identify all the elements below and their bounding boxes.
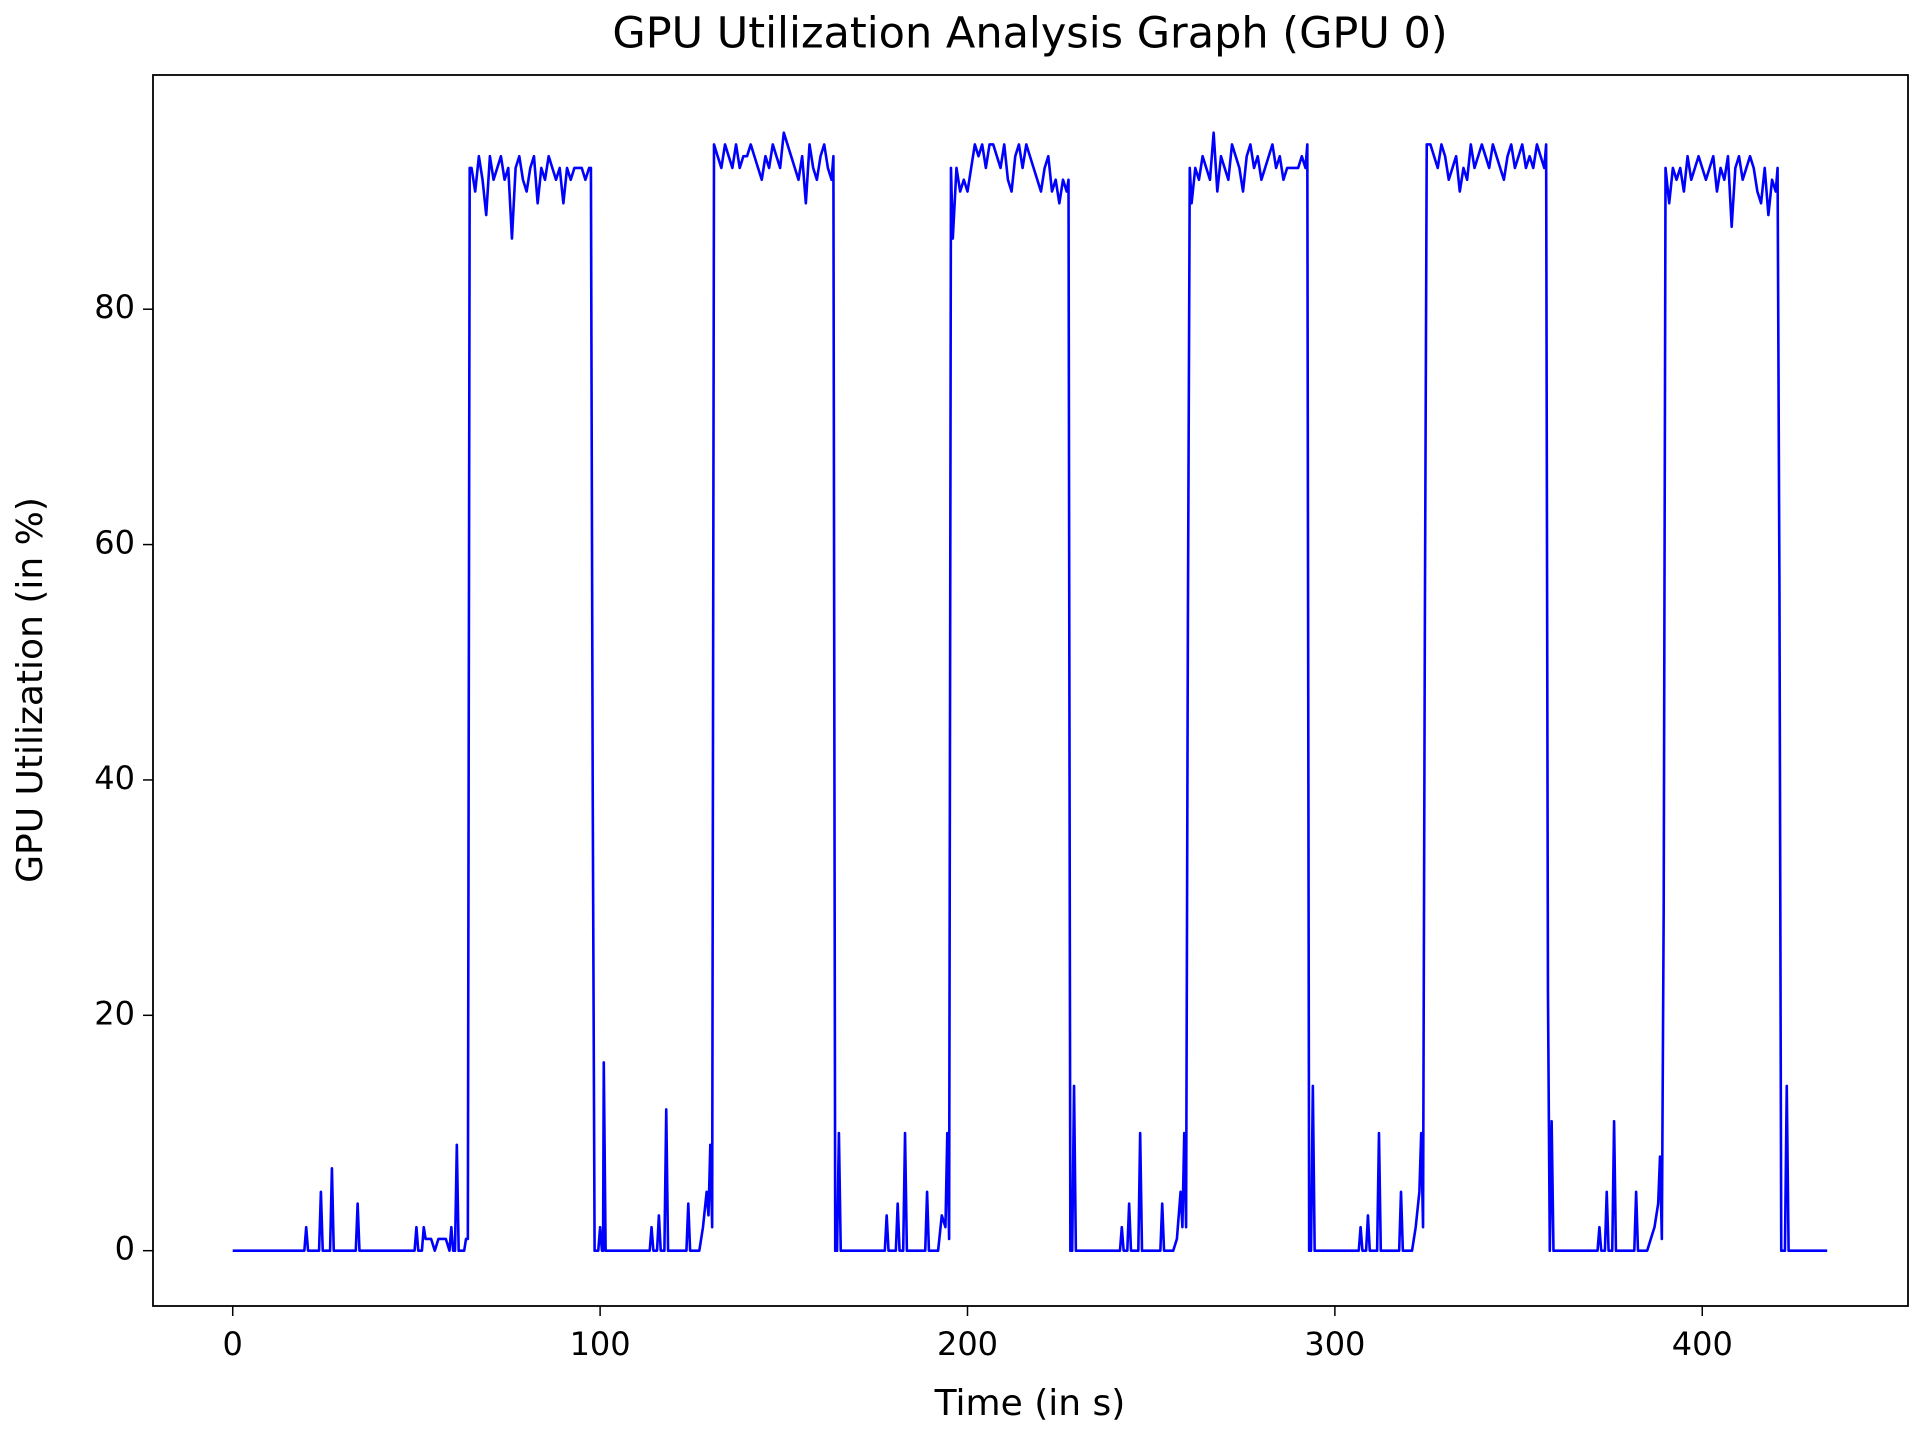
y-tick-label: 60 xyxy=(94,524,135,562)
x-tick-label: 0 xyxy=(223,1325,243,1363)
chart-title: GPU Utilization Analysis Graph (GPU 0) xyxy=(612,9,1447,59)
y-axis-label: GPU Utilization (in %) xyxy=(10,497,51,883)
x-axis-label: Time (in s) xyxy=(934,1383,1126,1424)
y-tick-label: 80 xyxy=(94,288,135,326)
x-tick-label: 100 xyxy=(570,1325,631,1363)
y-tick-label: 40 xyxy=(94,759,135,797)
x-tick-label: 300 xyxy=(1304,1325,1365,1363)
y-tick-label: 0 xyxy=(115,1230,135,1268)
y-tick-label: 20 xyxy=(94,994,135,1032)
plot-frame xyxy=(152,74,1909,1307)
x-tick-label: 400 xyxy=(1672,1325,1733,1363)
data-line xyxy=(232,131,1828,1252)
x-tick-label: 200 xyxy=(937,1325,998,1363)
